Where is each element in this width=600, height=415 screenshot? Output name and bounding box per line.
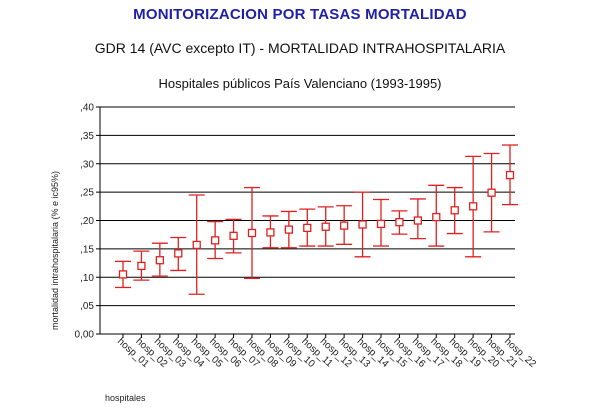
- data-marker: [303, 223, 312, 233]
- data-marker: [229, 231, 238, 240]
- data-series: [115, 144, 518, 295]
- y-tick-label: ,30: [80, 159, 94, 170]
- data-marker: [468, 202, 478, 211]
- chart-subtitle: GDR 14 (AVC excepto IT) - MORTALIDAD INT…: [94, 40, 506, 56]
- data-point-hosp_09: [262, 215, 279, 249]
- data-marker: [210, 236, 220, 245]
- y-tick-label: ,35: [80, 131, 94, 142]
- data-marker: [358, 220, 367, 229]
- data-point-hosp_11: [299, 208, 316, 247]
- y-tick-label: ,15: [80, 244, 94, 255]
- axes: [96, 106, 515, 338]
- data-point-hosp_13: [336, 205, 353, 245]
- y-tick-label: 0,00: [75, 330, 95, 341]
- y-tick-label: ,10: [80, 273, 94, 284]
- data-point-hosp_20: [465, 155, 482, 258]
- data-marker: [376, 219, 386, 229]
- data-marker: [192, 240, 201, 250]
- data-point-hosp_04: [170, 236, 187, 272]
- data-point-hosp_22: [502, 144, 518, 206]
- data-marker: [339, 221, 349, 230]
- data-marker: [284, 225, 294, 234]
- data-point-hosp_19: [446, 186, 463, 235]
- chart-title: Hospitales públicos País Valenciano (199…: [158, 76, 442, 91]
- y-tick-labels: ,40 ,35 ,30 ,25 ,20 ,15 ,10 ,05 0,00: [75, 103, 95, 341]
- grid-lines: [100, 106, 515, 307]
- data-marker: [155, 256, 165, 265]
- data-point-hosp_05: [188, 194, 205, 295]
- y-tick-label: ,05: [80, 301, 94, 312]
- data-point-hosp_14: [354, 191, 371, 258]
- data-marker: [505, 170, 515, 180]
- data-point-hosp_21: [483, 152, 500, 233]
- data-marker: [247, 228, 257, 238]
- data-marker: [118, 270, 128, 279]
- data-marker: [137, 261, 146, 271]
- data-marker: [395, 218, 404, 227]
- y-tick-label: ,25: [80, 188, 94, 199]
- data-point-hosp_15: [373, 198, 389, 247]
- data-point-hosp_08: [244, 186, 260, 280]
- x-axis-label: hospitales: [105, 393, 146, 403]
- data-point-hosp_07: [225, 218, 242, 254]
- data-point-hosp_02: [133, 250, 150, 281]
- y-tick-label: ,20: [80, 216, 94, 227]
- data-point-hosp_12: [317, 206, 334, 247]
- data-point-hosp_06: [207, 220, 224, 260]
- y-axis-label: mortalidad intrahospitalaria (% e ic95%): [50, 171, 60, 330]
- data-point-hosp_17: [409, 198, 426, 240]
- data-marker: [487, 188, 496, 197]
- data-point-hosp_03: [151, 242, 168, 277]
- y-tick-label: ,40: [80, 103, 94, 114]
- page-title: MONITORIZACION POR TASAS MORTALIDAD: [133, 6, 467, 23]
- data-marker: [450, 206, 459, 215]
- data-marker: [174, 249, 183, 258]
- data-point-hosp_10: [280, 210, 297, 249]
- data-marker: [432, 212, 441, 222]
- data-point-hosp_18: [428, 184, 445, 247]
- data-point-hosp_16: [391, 210, 408, 235]
- x-tick-labels: hosp_01hosp_02hosp_03hosp_04hosp_05hosp_…: [115, 336, 538, 370]
- data-marker: [321, 222, 330, 231]
- data-point-hosp_01: [115, 260, 131, 289]
- data-marker: [266, 228, 275, 237]
- data-marker: [413, 216, 423, 225]
